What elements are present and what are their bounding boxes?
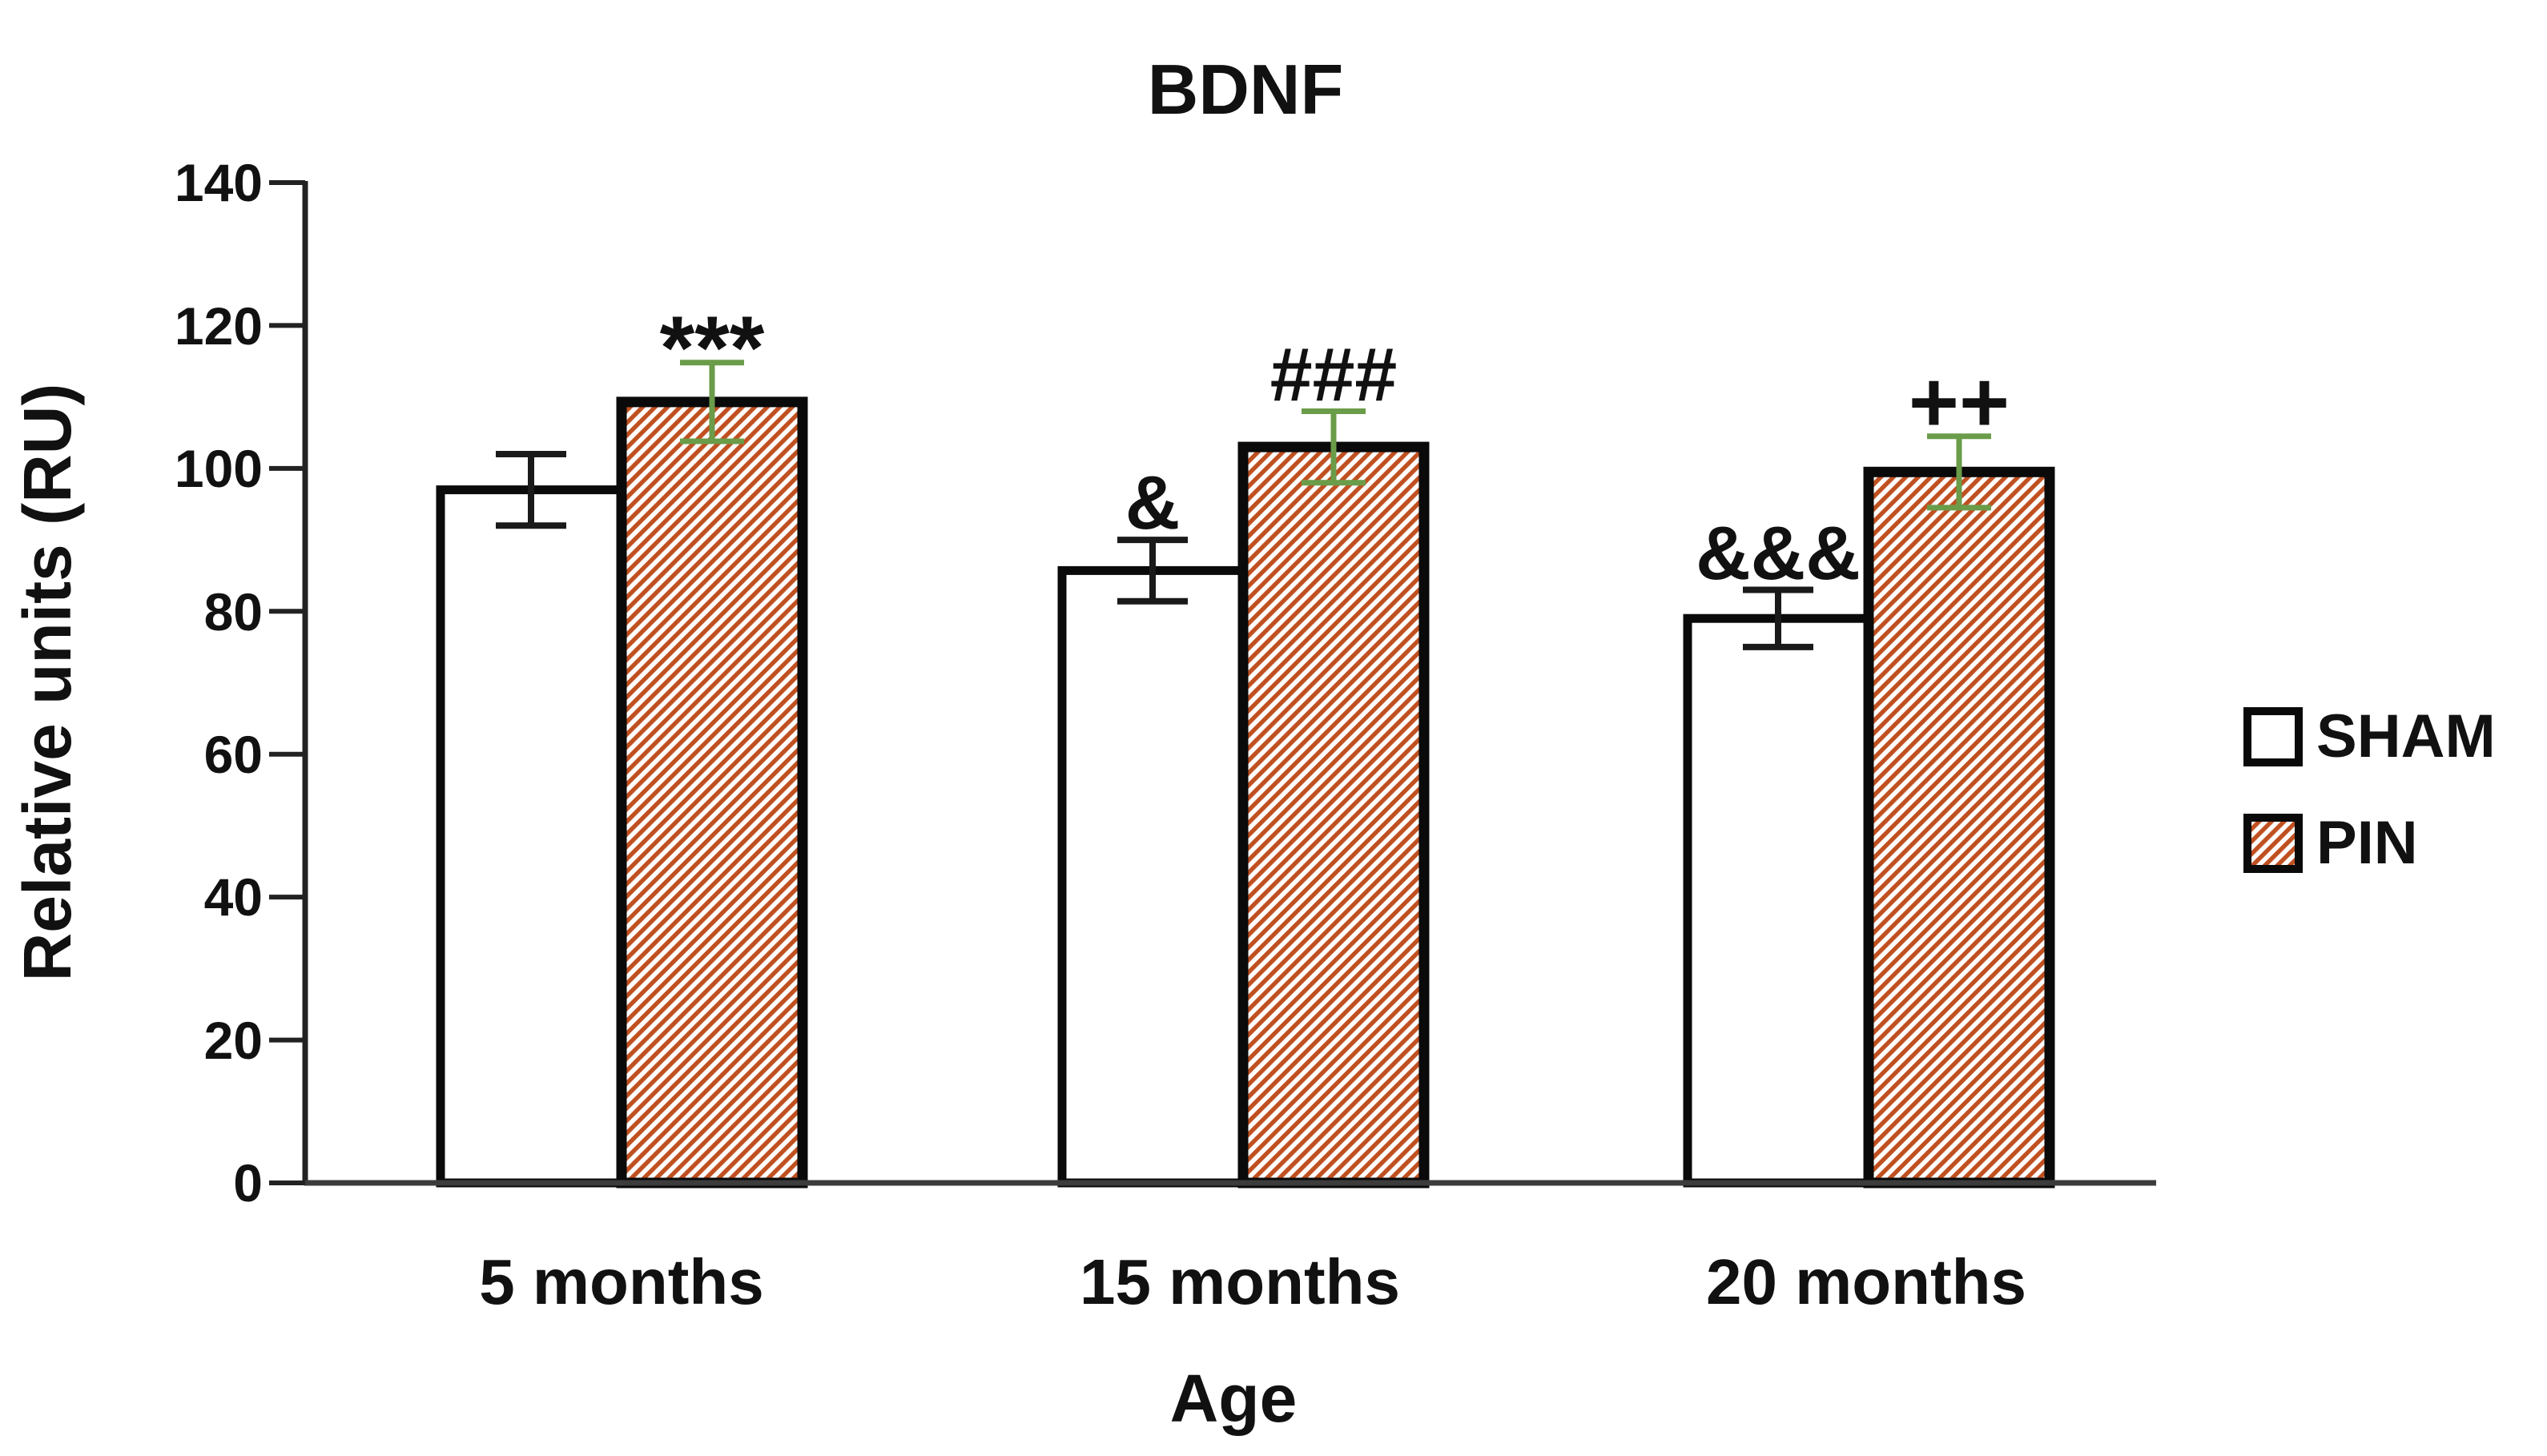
bar-sham-1 [1057,565,1248,1188]
annotation-ampersand-15mo-sham: & [1125,461,1181,545]
x-category-label-5-months: 5 months [479,1246,764,1317]
bar-sham-0 [436,485,626,1188]
y-tick-label-60: 60 [204,725,263,784]
bar-sham-2 [1683,613,1873,1188]
y-tick-label-0: 0 [233,1153,263,1213]
bar-pin-2 [1863,466,2055,1189]
annotation-plus-20mo-pin: ++ [1909,353,2010,450]
legend-label-sham: SHAM [2316,702,2496,770]
y-tick-label-80: 80 [204,582,263,642]
legend-swatch-pin [2243,814,2303,873]
y-tick-label-120: 120 [175,296,263,356]
y-tick-label-20: 20 [204,1011,263,1070]
x-category-label-15-months: 15 months [1080,1246,1400,1317]
chart-title: BDNF [1148,50,1343,129]
x-category-label-20-months: 20 months [1706,1246,2026,1317]
annotation-stars-5mo-pin: *** [660,298,765,398]
y-tick-label-140: 140 [175,153,263,212]
annotation-hashes-15mo-pin: ### [1270,332,1398,417]
y-tick-label-100: 100 [175,439,263,498]
bar-pin-0 [616,396,808,1189]
legend-swatch-sham [2243,707,2303,766]
x-axis-title: Age [1170,1361,1298,1436]
legend-label-pin: PIN [2316,809,2418,877]
bar-pin-1 [1237,441,1430,1189]
y-tick-label-40: 40 [204,867,263,927]
annotation-ampersands-20mo-sham: &&& [1696,511,1861,596]
y-axis-title: Relative units (RU) [10,384,85,982]
plot-area [269,180,2303,1189]
